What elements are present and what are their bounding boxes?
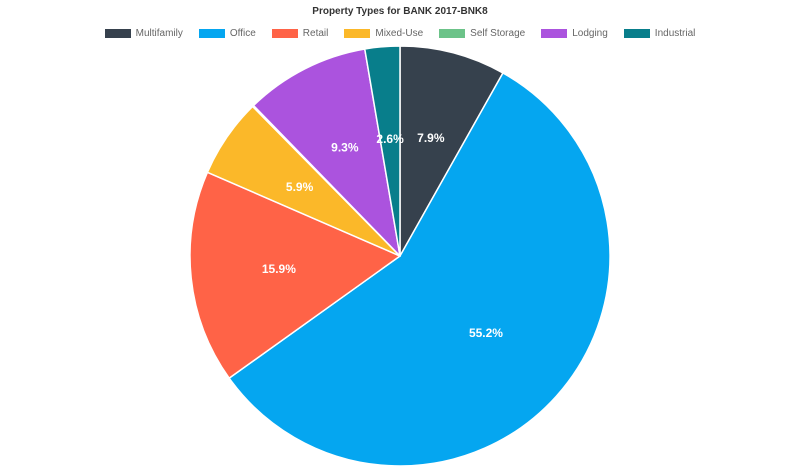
legend-item-office[interactable]: Office <box>198 28 256 39</box>
legend-label-office: Office <box>229 28 256 39</box>
slice-label-lodging: 9.3% <box>331 140 359 154</box>
legend-swatch-multifamily <box>104 29 131 38</box>
pie-slice-retail[interactable] <box>189 171 401 379</box>
legend-item-lodging[interactable]: Lodging <box>541 28 608 39</box>
legend-item-multifamily[interactable]: Multifamily <box>104 28 183 39</box>
legend-label-multifamily: Multifamily <box>135 28 183 39</box>
chart-title: Property Types for BANK 2017-BNK8 <box>312 6 488 17</box>
legend-label-self-storage: Self Storage <box>470 28 526 39</box>
pie-slice-multifamily[interactable] <box>399 45 504 257</box>
legend-label-industrial: Industrial <box>654 28 696 39</box>
legend-item-retail[interactable]: Retail <box>271 28 329 39</box>
slice-label-multifamily: 7.9% <box>417 131 445 145</box>
pie-slice-industrial[interactable] <box>364 45 401 257</box>
pie-slice-lodging[interactable] <box>252 48 401 257</box>
slice-label-retail: 15.9% <box>262 262 296 276</box>
pie-slice-office[interactable] <box>228 72 611 467</box>
legend-item-self-storage[interactable]: Self Storage <box>439 28 525 39</box>
slice-label-office: 55.2% <box>469 326 503 340</box>
slice-label-mixed-use: 5.9% <box>286 180 314 194</box>
chart-legend: Multifamily Office Retail Mixed-Use Self… <box>0 28 800 39</box>
legend-label-mixed-use: Mixed-Use <box>375 28 424 39</box>
legend-item-mixed-use[interactable]: Mixed-Use <box>344 28 423 39</box>
legend-label-lodging: Lodging <box>572 28 608 39</box>
legend-swatch-mixed-use <box>344 29 371 38</box>
legend-swatch-industrial <box>623 29 650 38</box>
legend-item-industrial[interactable]: Industrial <box>623 28 696 39</box>
slice-label-industrial: 2.6% <box>376 132 404 146</box>
legend-swatch-office <box>198 29 225 38</box>
legend-label-retail: Retail <box>302 28 329 39</box>
legend-swatch-lodging <box>541 29 568 38</box>
legend-swatch-retail <box>271 29 298 38</box>
legend-swatch-self-storage <box>439 29 466 38</box>
